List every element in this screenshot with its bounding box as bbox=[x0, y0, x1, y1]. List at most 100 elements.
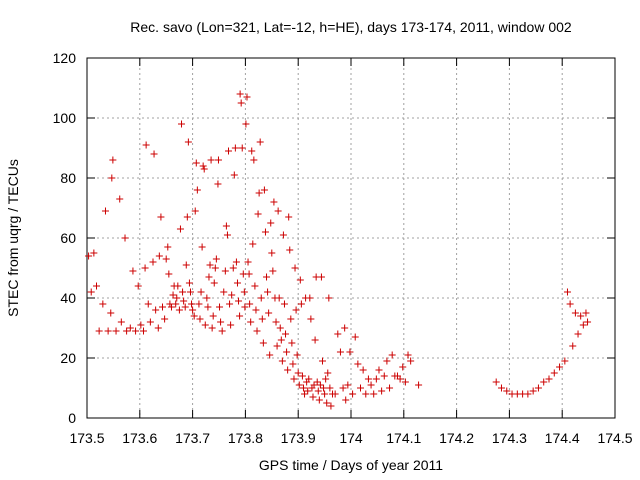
data-point bbox=[141, 264, 149, 272]
data-point bbox=[334, 330, 342, 338]
data-point bbox=[212, 255, 220, 263]
data-point bbox=[244, 258, 252, 266]
data-point bbox=[545, 375, 553, 383]
data-point bbox=[396, 375, 404, 383]
data-point bbox=[251, 282, 259, 290]
data-point bbox=[306, 294, 314, 302]
data-point bbox=[159, 303, 167, 311]
y-tick-label: 120 bbox=[53, 50, 77, 66]
data-point bbox=[283, 348, 291, 356]
data-point bbox=[205, 273, 213, 281]
data-point bbox=[196, 315, 204, 323]
data-point bbox=[174, 282, 182, 290]
data-point bbox=[142, 141, 150, 149]
data-point bbox=[310, 381, 318, 389]
data-point bbox=[201, 321, 209, 329]
data-point bbox=[107, 309, 115, 317]
data-point bbox=[569, 342, 577, 350]
data-point bbox=[584, 318, 592, 326]
data-point bbox=[399, 363, 407, 371]
data-point bbox=[240, 288, 248, 296]
data-point bbox=[150, 150, 158, 158]
data-point bbox=[331, 390, 339, 398]
data-point bbox=[90, 249, 98, 257]
data-point bbox=[574, 330, 582, 338]
data-point bbox=[298, 372, 306, 380]
data-point bbox=[268, 249, 276, 257]
data-point bbox=[167, 303, 175, 311]
x-tick-label: 174.4 bbox=[545, 430, 580, 446]
data-point bbox=[524, 390, 532, 398]
data-point bbox=[236, 90, 244, 98]
data-point bbox=[314, 387, 322, 395]
data-point bbox=[349, 390, 357, 398]
data-point bbox=[184, 138, 192, 146]
data-point bbox=[294, 369, 302, 377]
data-point bbox=[316, 381, 324, 389]
data-point bbox=[357, 384, 365, 392]
data-point bbox=[566, 300, 574, 308]
data-point bbox=[386, 384, 394, 392]
data-point bbox=[297, 300, 305, 308]
data-point bbox=[354, 360, 362, 368]
data-point bbox=[229, 264, 237, 272]
data-point bbox=[231, 144, 239, 152]
data-point bbox=[146, 318, 154, 326]
data-point bbox=[260, 186, 268, 194]
data-point bbox=[540, 378, 548, 386]
data-point bbox=[579, 321, 587, 329]
data-point bbox=[225, 147, 233, 155]
data-point bbox=[220, 288, 228, 296]
data-point bbox=[137, 321, 145, 329]
data-point bbox=[299, 384, 307, 392]
data-point bbox=[276, 324, 284, 332]
data-point bbox=[175, 306, 183, 314]
data-point bbox=[273, 342, 281, 350]
data-point bbox=[336, 348, 344, 356]
data-point bbox=[265, 309, 273, 317]
data-point bbox=[293, 351, 301, 359]
data-point bbox=[112, 327, 120, 335]
data-point bbox=[253, 327, 261, 335]
data-point bbox=[176, 225, 184, 233]
ticks: 173.5 173.6 173.7 173.8 173.9 174 174.1 174.2 17… bbox=[53, 50, 633, 446]
data-point bbox=[236, 312, 244, 320]
data-point bbox=[206, 261, 214, 269]
data-point bbox=[101, 207, 109, 215]
y-tick-label: 20 bbox=[60, 350, 76, 366]
y-tick-label: 0 bbox=[68, 410, 76, 426]
data-point bbox=[134, 282, 142, 290]
data-point bbox=[132, 327, 140, 335]
data-point bbox=[230, 171, 238, 179]
data-point bbox=[227, 321, 235, 329]
data-point bbox=[200, 165, 208, 173]
data-point bbox=[192, 159, 200, 167]
data-point bbox=[247, 318, 255, 326]
data-point bbox=[256, 138, 264, 146]
data-point bbox=[185, 279, 193, 287]
data-point bbox=[571, 309, 579, 317]
data-point bbox=[155, 252, 163, 260]
data-point bbox=[492, 378, 500, 386]
data-point bbox=[190, 312, 198, 320]
data-point bbox=[108, 174, 116, 182]
data-point bbox=[282, 330, 290, 338]
data-point bbox=[178, 120, 186, 128]
data-point bbox=[287, 315, 295, 323]
data-point bbox=[121, 234, 129, 242]
data-point bbox=[152, 306, 160, 314]
data-point bbox=[228, 291, 236, 299]
x-tick-label: 173.8 bbox=[228, 430, 263, 446]
data-point bbox=[245, 270, 253, 278]
data-point bbox=[263, 273, 271, 281]
y-tick-label: 40 bbox=[60, 290, 76, 306]
data-point bbox=[383, 357, 391, 365]
x-tick-label: 173.6 bbox=[122, 430, 157, 446]
x-tick-label: 174 bbox=[339, 430, 363, 446]
data-point bbox=[290, 375, 298, 383]
data-point bbox=[126, 324, 134, 332]
data-point bbox=[272, 318, 280, 326]
data-point bbox=[255, 189, 263, 197]
data-point bbox=[388, 351, 396, 359]
data-point bbox=[318, 357, 326, 365]
